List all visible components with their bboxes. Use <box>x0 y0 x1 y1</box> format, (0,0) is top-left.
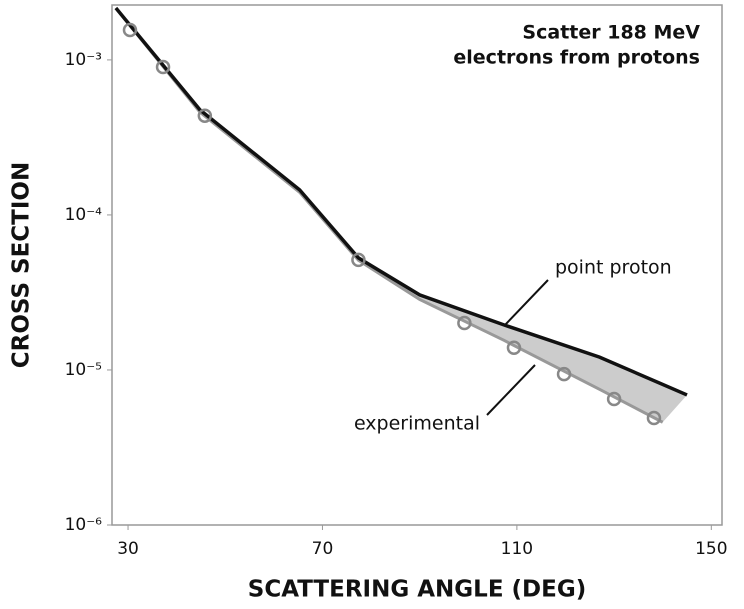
leader-line <box>486 364 536 416</box>
plot-frame <box>111 4 723 526</box>
y-tick-label: 10⁻⁴ <box>65 205 103 225</box>
data-point <box>646 410 662 426</box>
x-tick-label: 70 <box>312 539 334 559</box>
x-axis-label: SCATTERING ANGLE (DEG) <box>248 577 587 603</box>
data-point <box>155 59 171 75</box>
y-axis-label: CROSS SECTION <box>9 162 35 368</box>
fill-between <box>115 8 688 423</box>
data-point <box>457 315 472 331</box>
chart-title: Scatter 188 MeV <box>522 22 700 44</box>
y-tick-label: 10⁻⁶ <box>65 515 103 535</box>
y-tick-label: 10⁻⁵ <box>65 360 102 380</box>
y-tick-label: 10⁻³ <box>65 50 102 70</box>
data-point <box>197 108 213 124</box>
annotation: point proton <box>555 257 672 279</box>
chart-subtitle: electrons from protons <box>453 47 700 69</box>
data-point <box>351 252 366 268</box>
line-series <box>114 6 688 397</box>
data-point <box>122 22 138 38</box>
line-series <box>114 7 664 424</box>
annotation: experimental <box>354 413 480 435</box>
data-point <box>506 340 522 356</box>
x-tick-label: 30 <box>117 539 139 559</box>
data-point <box>556 366 572 382</box>
x-tick-label: 110 <box>501 539 533 559</box>
x-tick-label: 150 <box>695 539 727 559</box>
leader-line <box>504 279 549 326</box>
data-point <box>606 391 622 407</box>
